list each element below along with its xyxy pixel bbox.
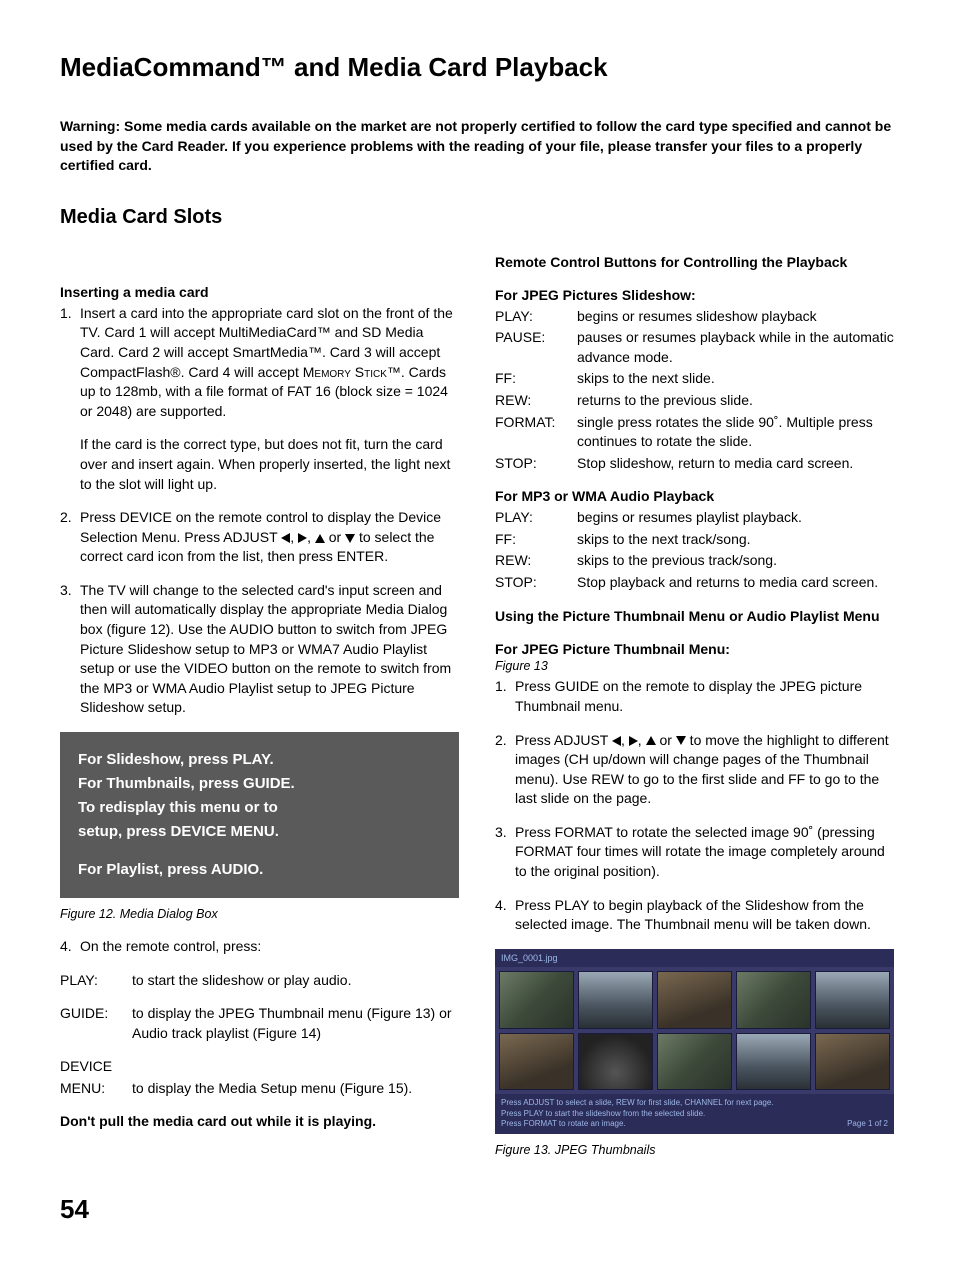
triangle-down-icon bbox=[676, 736, 686, 745]
jpeg-thumbnail-heading: For JPEG Picture Thumbnail Menu: bbox=[495, 640, 894, 659]
jpeg-play: PLAY:begins or resumes slideshow playbac… bbox=[495, 307, 894, 327]
page-title: MediaCommand™ and Media Card Playback bbox=[60, 50, 894, 85]
jpeg-ff: FF:skips to the next slide. bbox=[495, 369, 894, 389]
audio-ff: FF:skips to the next track/song. bbox=[495, 530, 894, 550]
jpeg-format: FORMAT:single press rotates the slide 90… bbox=[495, 413, 894, 452]
thumbnail-image bbox=[499, 1033, 574, 1091]
figure-12-caption: Figure 12. Media Dialog Box bbox=[60, 906, 459, 923]
thumbnail-filename: IMG_0001.jpg bbox=[495, 949, 894, 967]
thumb-step-1: 1. Press GUIDE on the remote to display … bbox=[495, 677, 894, 716]
jpeg-pause: PAUSE:pauses or resumes playback while i… bbox=[495, 328, 894, 367]
figure-13-ref: Figure 13 bbox=[495, 658, 894, 675]
triangle-up-icon bbox=[646, 736, 656, 745]
jpeg-slideshow-heading: For JPEG Pictures Slideshow: bbox=[495, 286, 894, 305]
triangle-down-icon bbox=[345, 534, 355, 543]
step-1-note: If the card is the correct type, but doe… bbox=[80, 435, 459, 494]
audio-rew: REW:skips to the previous track/song. bbox=[495, 551, 894, 571]
triangle-left-icon bbox=[281, 533, 290, 543]
step-4: 4. On the remote control, press: bbox=[60, 937, 459, 957]
play-definition: PLAY: to start the slideshow or play aud… bbox=[60, 971, 459, 991]
triangle-left-icon bbox=[612, 736, 621, 746]
thumbnail-image bbox=[578, 1033, 653, 1091]
triangle-right-icon bbox=[629, 736, 638, 746]
jpeg-rew: REW:returns to the previous slide. bbox=[495, 391, 894, 411]
thumb-step-3: 3. Press FORMAT to rotate the selected i… bbox=[495, 823, 894, 882]
left-column: Inserting a media card 1. Insert a card … bbox=[60, 253, 459, 1173]
step-3: 3. The TV will change to the selected ca… bbox=[60, 581, 459, 718]
triangle-up-icon bbox=[315, 534, 325, 543]
guide-definition: GUIDE: to display the JPEG Thumbnail men… bbox=[60, 1004, 459, 1043]
triangle-right-icon bbox=[298, 533, 307, 543]
thumbnail-footer: Press ADJUST to select a slide, REW for … bbox=[495, 1094, 894, 1133]
page-number: 54 bbox=[60, 1192, 894, 1227]
media-dialog-box: For Slideshow, press PLAY. For Thumbnail… bbox=[60, 732, 459, 898]
audio-play: PLAY:begins or resumes playlist playback… bbox=[495, 508, 894, 528]
audio-stop: STOP:Stop playback and returns to media … bbox=[495, 573, 894, 593]
using-thumbnail-heading: Using the Picture Thumbnail Menu or Audi… bbox=[495, 607, 894, 626]
figure-13-caption: Figure 13. JPEG Thumbnails bbox=[495, 1142, 894, 1159]
jpeg-stop: STOP:Stop slideshow, return to media car… bbox=[495, 454, 894, 474]
thumb-step-4: 4. Press PLAY to begin playback of the S… bbox=[495, 896, 894, 935]
dont-pull-warning: Don't pull the media card out while it i… bbox=[60, 1112, 459, 1131]
thumbnail-image bbox=[736, 971, 811, 1029]
device-menu-definition: DEVICE bbox=[60, 1057, 459, 1077]
audio-playback-heading: For MP3 or WMA Audio Playback bbox=[495, 487, 894, 506]
thumbnail-grid bbox=[495, 967, 894, 1094]
warning-text: Warning: Some media cards available on t… bbox=[60, 117, 894, 176]
step-1: 1. Insert a card into the appropriate ca… bbox=[60, 304, 459, 422]
thumbnail-image bbox=[657, 1033, 732, 1091]
thumbnail-image bbox=[657, 971, 732, 1029]
thumbnail-image bbox=[815, 971, 890, 1029]
remote-heading: Remote Control Buttons for Controlling t… bbox=[495, 253, 894, 272]
thumbnail-image bbox=[578, 971, 653, 1029]
thumb-step-2: 2. Press ADJUST , , or to move the highl… bbox=[495, 731, 894, 809]
thumbnail-image bbox=[736, 1033, 811, 1091]
thumbnail-image bbox=[815, 1033, 890, 1091]
thumbnail-figure: IMG_0001.jpg Press ADJUST to select a sl… bbox=[495, 949, 894, 1134]
thumbnail-image bbox=[499, 971, 574, 1029]
right-column: Remote Control Buttons for Controlling t… bbox=[495, 253, 894, 1173]
step-2: 2. Press DEVICE on the remote control to… bbox=[60, 508, 459, 567]
inserting-heading: Inserting a media card bbox=[60, 283, 459, 302]
section-heading: Media Card Slots bbox=[60, 204, 894, 231]
